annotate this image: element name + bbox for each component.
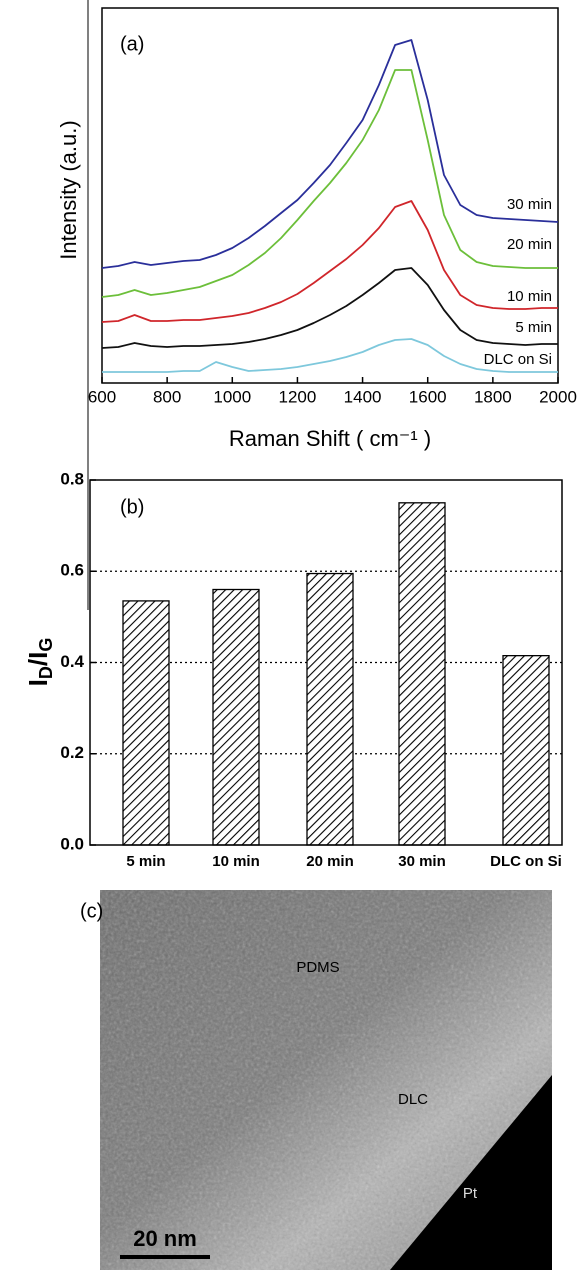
bar	[212, 588, 260, 846]
x-axis-label: Raman Shift ( cm⁻¹ )	[229, 426, 431, 451]
x-tick-label: 1000	[213, 387, 251, 406]
plot-frame	[101, 7, 559, 384]
bar	[122, 600, 170, 846]
spectrum-line	[101, 267, 558, 349]
x-tick-label: 10 min	[212, 853, 260, 870]
series-label: 5 min	[515, 319, 552, 336]
y-axis-label: ID/IG	[23, 638, 56, 687]
x-tick-label: 800	[153, 387, 181, 406]
spectrum-line	[101, 39, 559, 269]
series-label: DLC on Si	[484, 351, 552, 368]
panel-label: (a)	[120, 33, 144, 55]
bar	[306, 572, 354, 846]
annotation: Pt	[463, 1185, 478, 1202]
spectrum-line	[101, 200, 558, 323]
panel-label: (b)	[120, 496, 144, 518]
x-tick-label: DLC on Si	[490, 853, 562, 870]
series-label: 10 min	[507, 288, 552, 305]
x-tick-label: 20 min	[306, 853, 354, 870]
bar	[502, 655, 550, 846]
y-tick-label: 0.6	[60, 561, 84, 580]
annotation: PDMS	[296, 959, 339, 976]
y-axis-label-part: D	[36, 666, 56, 679]
plot-frame	[89, 479, 563, 846]
x-tick-label: 2000	[539, 387, 577, 406]
series-label: 30 min	[507, 196, 552, 213]
x-tick-label: 600	[88, 387, 116, 406]
y-axis-label-part: /I	[23, 652, 53, 666]
spectrum-line	[101, 69, 558, 298]
x-tick-label: 5 min	[126, 853, 165, 870]
annotation: DLC	[398, 1091, 428, 1108]
y-axis-label: Intensity (a.u.)	[56, 120, 81, 259]
spectrum-line	[102, 338, 558, 373]
panel-label: (c)	[80, 900, 103, 922]
pt-region	[390, 1075, 552, 1270]
y-tick-label: 0.8	[60, 469, 84, 488]
y-tick-label: 0.2	[60, 743, 84, 762]
series-label: 20 min	[507, 236, 552, 253]
x-tick-label: 30 min	[398, 853, 446, 870]
y-tick-label: 0.4	[60, 652, 84, 671]
x-tick-label: 1600	[409, 387, 447, 406]
x-tick-label: 1400	[344, 387, 382, 406]
bar	[398, 502, 446, 846]
x-tick-label: 1200	[279, 387, 317, 406]
micrograph: (c) PDMS DLC Pt 20 nm	[80, 890, 552, 1270]
x-tick-label: 1800	[474, 387, 512, 406]
y-axis-label-part: I	[23, 679, 53, 686]
scale-label: 20 nm	[133, 1226, 197, 1251]
y-axis-label-part: G	[36, 638, 56, 652]
y-tick-label: 0.0	[60, 834, 84, 853]
